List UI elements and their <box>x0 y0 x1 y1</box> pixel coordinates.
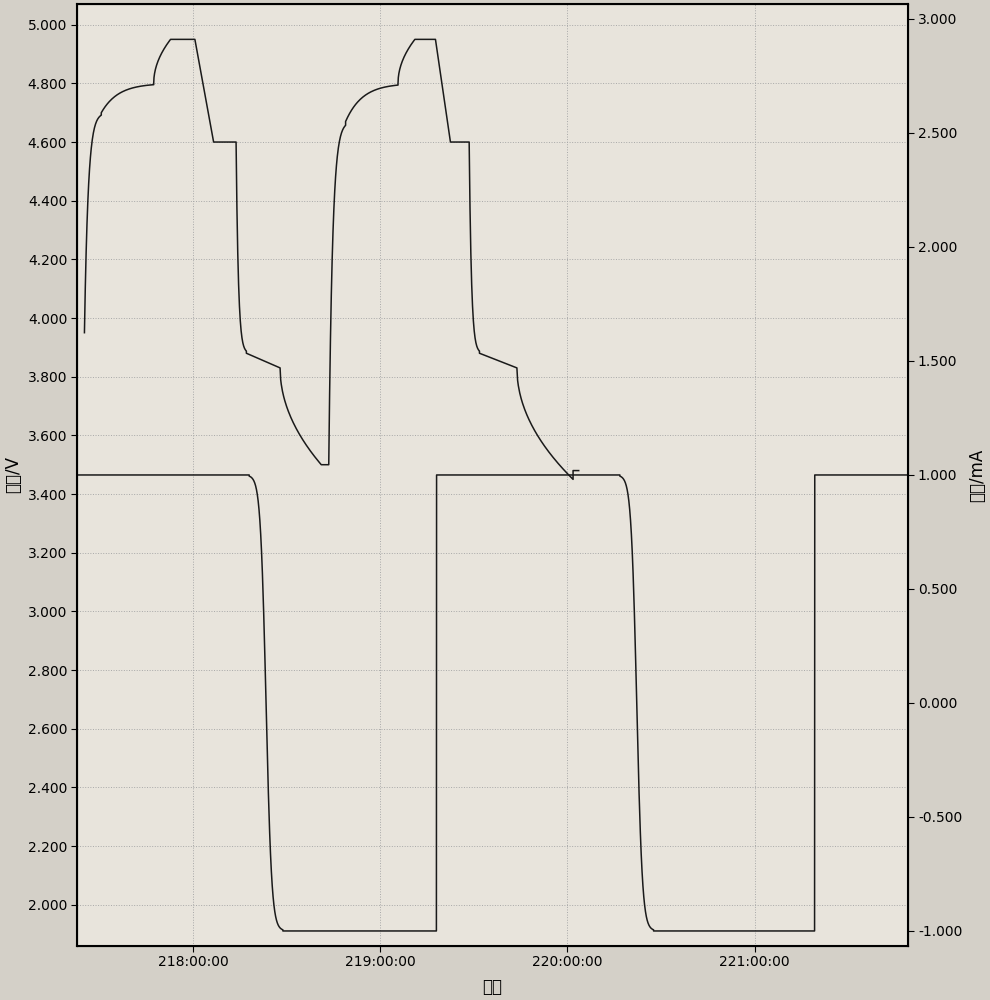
Y-axis label: 电压/V: 电压/V <box>4 456 22 493</box>
Y-axis label: 电流/mA: 电流/mA <box>968 448 986 502</box>
X-axis label: 时间: 时间 <box>482 978 503 996</box>
